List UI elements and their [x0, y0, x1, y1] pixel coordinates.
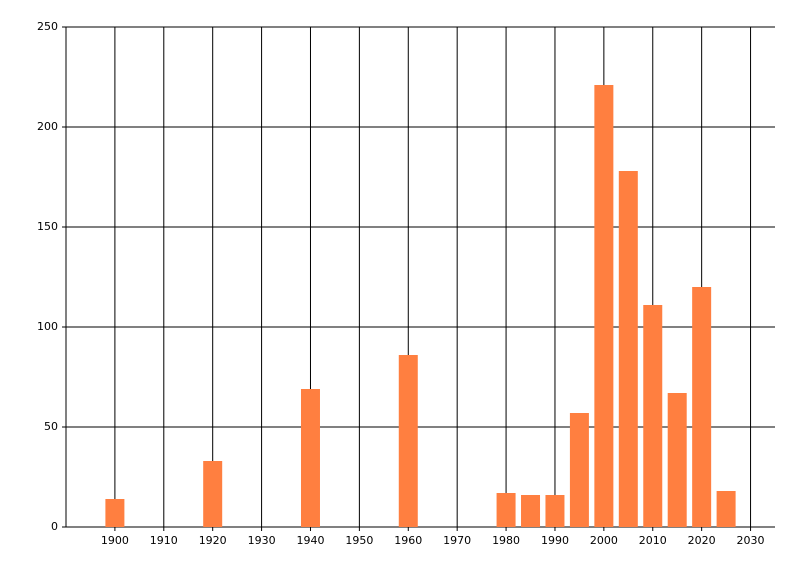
bar — [203, 461, 223, 527]
bar — [594, 85, 614, 527]
bar — [643, 305, 663, 527]
bar — [618, 171, 638, 527]
x-tick-label: 1950 — [345, 534, 373, 547]
x-tick-label: 2030 — [737, 534, 765, 547]
bar — [692, 287, 712, 527]
y-tick-label: 150 — [37, 220, 58, 233]
bar — [398, 355, 418, 527]
x-tick-label: 1920 — [199, 534, 227, 547]
bar — [545, 495, 565, 527]
y-tick-label: 50 — [44, 420, 58, 433]
x-tick-label: 2020 — [688, 534, 716, 547]
y-tick-label: 250 — [37, 20, 58, 33]
bar — [667, 393, 687, 527]
x-tick-label: 1910 — [150, 534, 178, 547]
x-tick-label: 2010 — [639, 534, 667, 547]
bar — [496, 493, 516, 527]
y-tick-label: 0 — [51, 520, 58, 533]
x-tick-label: 1960 — [394, 534, 422, 547]
bar — [300, 389, 320, 527]
bar — [521, 495, 541, 527]
x-tick-label: 1940 — [296, 534, 324, 547]
x-tick-label: 1970 — [443, 534, 471, 547]
x-tick-label: 2000 — [590, 534, 618, 547]
y-tick-label: 100 — [37, 320, 58, 333]
x-tick-label: 1930 — [248, 534, 276, 547]
bar — [716, 491, 736, 527]
x-tick-label: 1990 — [541, 534, 569, 547]
bar — [105, 499, 125, 527]
x-tick-label: 1900 — [101, 534, 129, 547]
x-tick-label: 1980 — [492, 534, 520, 547]
bar — [569, 413, 589, 527]
y-tick-label: 200 — [37, 120, 58, 133]
